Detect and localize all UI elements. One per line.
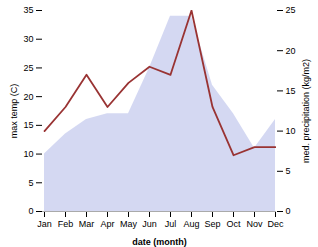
svg-text:Apr: Apr: [100, 219, 114, 229]
svg-text:25: 25: [286, 5, 296, 15]
svg-text:Jul: Jul: [165, 219, 177, 229]
svg-text:med. precipitation (kg/m2): med. precipitation (kg/m2): [301, 59, 311, 163]
svg-text:35: 35: [23, 5, 33, 15]
svg-text:Sep: Sep: [204, 219, 220, 229]
svg-text:20: 20: [23, 92, 33, 102]
svg-text:15: 15: [286, 86, 296, 96]
svg-text:10: 10: [23, 149, 33, 159]
svg-text:5: 5: [286, 166, 291, 176]
svg-text:20: 20: [286, 46, 296, 56]
svg-text:Jan: Jan: [37, 219, 52, 229]
svg-text:Nov: Nov: [246, 219, 263, 229]
svg-text:0: 0: [28, 206, 33, 216]
svg-text:date (month): date (month): [132, 237, 187, 247]
svg-text:Feb: Feb: [58, 219, 74, 229]
svg-text:5: 5: [28, 178, 33, 188]
svg-text:0: 0: [286, 206, 291, 216]
svg-text:May: May: [120, 219, 138, 229]
svg-text:Dec: Dec: [267, 219, 284, 229]
svg-text:Oct: Oct: [226, 219, 241, 229]
svg-text:30: 30: [23, 34, 33, 44]
svg-text:max temp (C): max temp (C): [9, 84, 19, 139]
svg-text:Aug: Aug: [183, 219, 199, 229]
svg-text:15: 15: [23, 120, 33, 130]
svg-text:25: 25: [23, 63, 33, 73]
svg-text:Mar: Mar: [79, 219, 95, 229]
svg-text:Jun: Jun: [142, 219, 157, 229]
svg-text:10: 10: [286, 126, 296, 136]
